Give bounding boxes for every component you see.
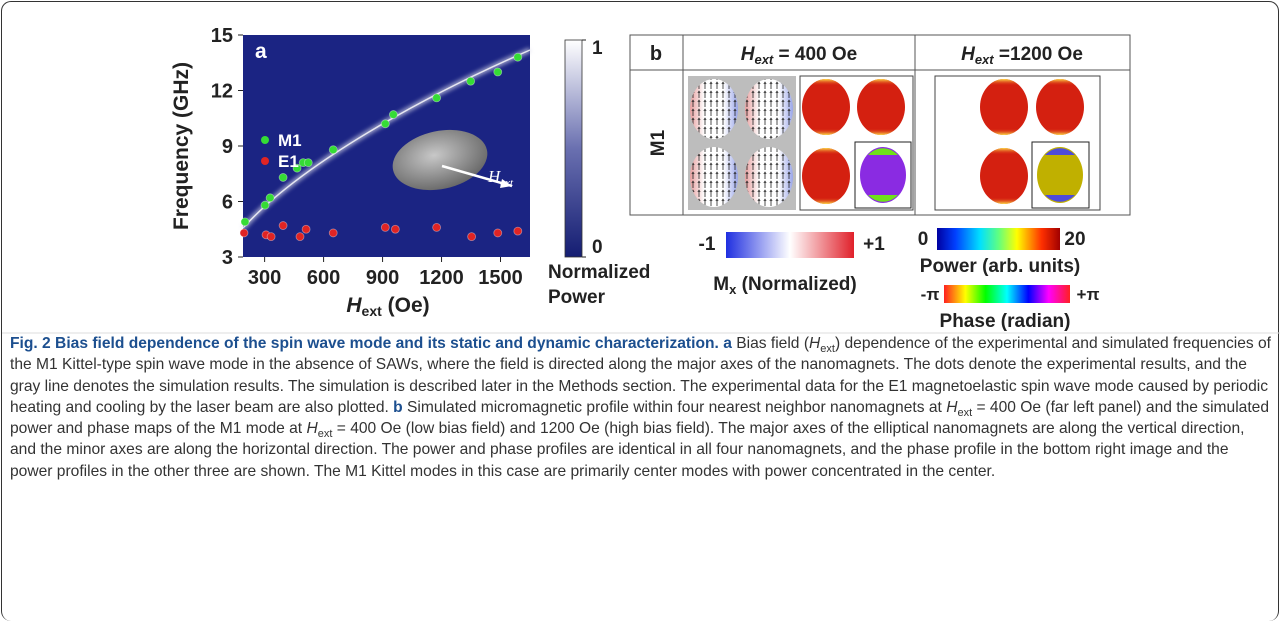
caption-subscript: ext bbox=[318, 428, 333, 440]
x-label-symbol: H bbox=[346, 294, 362, 317]
power-edge bbox=[802, 79, 850, 135]
x-tick-label: 1500 bbox=[478, 267, 523, 289]
legend-marker bbox=[261, 157, 269, 165]
data-point bbox=[468, 233, 476, 241]
caption-text: Simulated micromagnetic profile within f… bbox=[403, 399, 946, 416]
page: {"chart_data": { "type": "scatter", "pan… bbox=[0, 0, 1282, 599]
scale-label: Phase (radian) bbox=[940, 311, 1071, 332]
data-point bbox=[261, 201, 269, 209]
x-axis-label: Hext (Oe) bbox=[346, 294, 429, 319]
data-point bbox=[381, 120, 389, 128]
figure: Hext a Frequency (GHz) Hext (Oe) b Hext … bbox=[0, 0, 1282, 335]
x-tick-label: 600 bbox=[307, 267, 340, 289]
colorbar-label: Normalized Power bbox=[548, 260, 638, 310]
power-edge bbox=[980, 148, 1028, 204]
x-tick-label: 1200 bbox=[419, 267, 464, 289]
panel-label: b bbox=[650, 43, 662, 65]
y-tick-label: 6 bbox=[222, 192, 233, 214]
panel-label: a bbox=[255, 40, 267, 63]
data-point bbox=[494, 68, 502, 76]
data-point bbox=[241, 218, 249, 226]
power-edge bbox=[980, 79, 1028, 135]
data-point bbox=[304, 159, 312, 167]
header-subscript: ext bbox=[975, 52, 994, 67]
legend-marker bbox=[261, 136, 269, 144]
data-point bbox=[391, 225, 399, 233]
data-point bbox=[279, 222, 287, 230]
x-tick-label: 900 bbox=[366, 267, 399, 289]
caption-panel: a bbox=[723, 335, 732, 352]
scale-label: Power (arb. units) bbox=[920, 256, 1080, 277]
mx-arrows bbox=[690, 147, 738, 207]
data-point bbox=[267, 233, 275, 241]
caption-symbol: H bbox=[946, 399, 957, 416]
data-point bbox=[279, 173, 287, 181]
legend-label: E1 bbox=[278, 152, 299, 171]
y-axis-label: Frequency (GHz) bbox=[170, 62, 193, 230]
header-text: = 400 Oe bbox=[773, 44, 857, 65]
power-edge bbox=[857, 79, 905, 135]
caption: Fig. 2 Bias field dependence of the spin… bbox=[10, 333, 1272, 482]
header-subscript: ext bbox=[754, 52, 773, 67]
caption-subscript: ext bbox=[820, 343, 835, 355]
caption-symbol: H bbox=[306, 420, 317, 437]
scale-min: 0 bbox=[918, 229, 929, 250]
x-tick-label: 300 bbox=[248, 267, 281, 289]
mx-colorbar bbox=[726, 232, 854, 258]
scale-max: 20 bbox=[1064, 229, 1085, 250]
legend-label: M1 bbox=[278, 131, 302, 150]
phase-ellipse bbox=[1037, 147, 1083, 203]
column-header: Hext =1200 Oe bbox=[961, 44, 1083, 67]
scale-max: +1 bbox=[863, 234, 885, 255]
caption-symbol: H bbox=[809, 335, 820, 352]
scale-min: -π bbox=[921, 285, 940, 304]
colorbar bbox=[565, 40, 582, 257]
data-point bbox=[329, 229, 337, 237]
power-edge bbox=[1036, 79, 1084, 135]
data-point bbox=[240, 229, 248, 237]
caption-title: Fig. 2 Bias field dependence of the spin… bbox=[10, 335, 719, 352]
caption-panel: b bbox=[393, 399, 403, 416]
caption-subscript: ext bbox=[957, 407, 972, 419]
scale-label: Mx (Normalized) bbox=[713, 274, 856, 297]
y-tick-label: 3 bbox=[222, 247, 233, 269]
x-label-subscript: ext bbox=[362, 303, 383, 319]
data-point bbox=[329, 146, 337, 154]
column-header: Hext = 400 Oe bbox=[741, 44, 858, 67]
colorbar-tick-label: 0 bbox=[592, 237, 603, 258]
mx-arrows bbox=[745, 79, 793, 139]
scale-max: +π bbox=[1077, 285, 1100, 304]
label-text: (Normalized) bbox=[736, 274, 856, 295]
data-point bbox=[389, 111, 397, 119]
data-point bbox=[514, 53, 522, 61]
caption-text: Bias field ( bbox=[732, 335, 809, 352]
phase-ellipse bbox=[860, 147, 906, 203]
field-subscript: ext bbox=[500, 177, 514, 189]
header-text: =1200 Oe bbox=[994, 44, 1083, 65]
data-point bbox=[433, 94, 441, 102]
power-edge bbox=[802, 148, 850, 204]
phase-colorbar bbox=[944, 285, 1070, 303]
data-point bbox=[296, 233, 304, 241]
data-point bbox=[381, 223, 389, 231]
scale-min: -1 bbox=[699, 234, 716, 255]
row-label: M1 bbox=[648, 129, 669, 156]
mx-arrows bbox=[690, 79, 738, 139]
data-point bbox=[514, 227, 522, 235]
colorbar-tick-label: 1 bbox=[592, 38, 603, 59]
y-tick-label: 15 bbox=[211, 25, 233, 47]
label-symbol: M bbox=[713, 274, 729, 295]
y-tick-label: 12 bbox=[211, 81, 233, 103]
data-point bbox=[433, 223, 441, 231]
data-point bbox=[467, 77, 475, 85]
x-label-unit: (Oe) bbox=[382, 294, 430, 317]
data-point bbox=[494, 229, 502, 237]
power-colorbar bbox=[937, 228, 1060, 250]
y-tick-label: 9 bbox=[222, 136, 233, 158]
mx-arrows bbox=[745, 147, 793, 207]
data-point bbox=[266, 194, 274, 202]
data-point bbox=[302, 225, 310, 233]
